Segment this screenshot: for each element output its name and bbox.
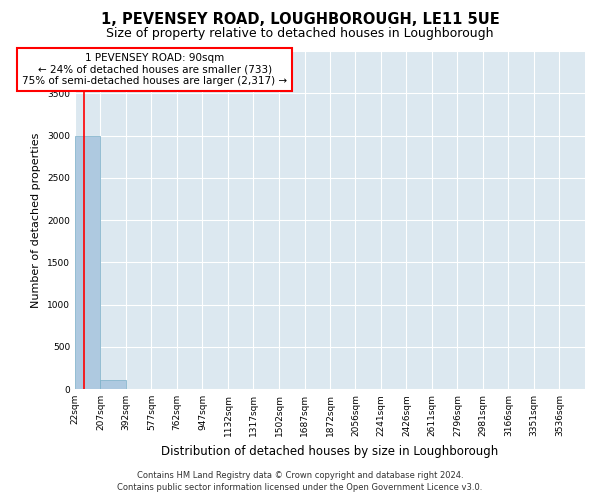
Text: 1, PEVENSEY ROAD, LOUGHBOROUGH, LE11 5UE: 1, PEVENSEY ROAD, LOUGHBOROUGH, LE11 5UE — [101, 12, 499, 28]
Text: Size of property relative to detached houses in Loughborough: Size of property relative to detached ho… — [106, 28, 494, 40]
Text: 1 PEVENSEY ROAD: 90sqm
← 24% of detached houses are smaller (733)
75% of semi-de: 1 PEVENSEY ROAD: 90sqm ← 24% of detached… — [22, 53, 287, 86]
Y-axis label: Number of detached properties: Number of detached properties — [31, 132, 41, 308]
Bar — [100, 380, 126, 389]
X-axis label: Distribution of detached houses by size in Loughborough: Distribution of detached houses by size … — [161, 444, 499, 458]
Bar — [75, 136, 100, 389]
Text: Contains HM Land Registry data © Crown copyright and database right 2024.
Contai: Contains HM Land Registry data © Crown c… — [118, 471, 482, 492]
